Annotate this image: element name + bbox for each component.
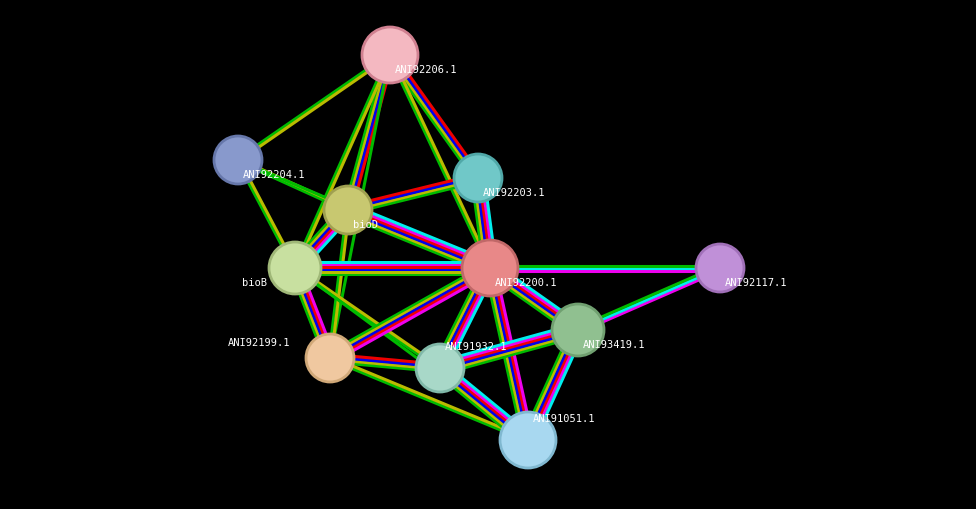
Circle shape — [416, 344, 464, 392]
Text: ANI91932.1: ANI91932.1 — [445, 342, 508, 352]
Circle shape — [269, 242, 321, 294]
Text: ANI92200.1: ANI92200.1 — [495, 278, 557, 288]
Circle shape — [552, 304, 604, 356]
Text: ANI92117.1: ANI92117.1 — [725, 278, 788, 288]
Circle shape — [214, 136, 262, 184]
Circle shape — [362, 27, 418, 83]
Text: ANI92206.1: ANI92206.1 — [395, 65, 458, 75]
Circle shape — [500, 412, 556, 468]
Circle shape — [306, 334, 354, 382]
Text: ANI92204.1: ANI92204.1 — [243, 170, 305, 180]
Circle shape — [696, 244, 744, 292]
Text: bioB: bioB — [242, 278, 267, 288]
Text: ANI93419.1: ANI93419.1 — [583, 340, 645, 350]
Circle shape — [462, 240, 518, 296]
Text: ANI92203.1: ANI92203.1 — [483, 188, 546, 198]
Circle shape — [324, 186, 372, 234]
Circle shape — [454, 154, 502, 202]
Text: bioD: bioD — [353, 220, 378, 230]
Text: ANI91051.1: ANI91051.1 — [533, 414, 595, 424]
Text: ANI92199.1: ANI92199.1 — [227, 338, 290, 348]
